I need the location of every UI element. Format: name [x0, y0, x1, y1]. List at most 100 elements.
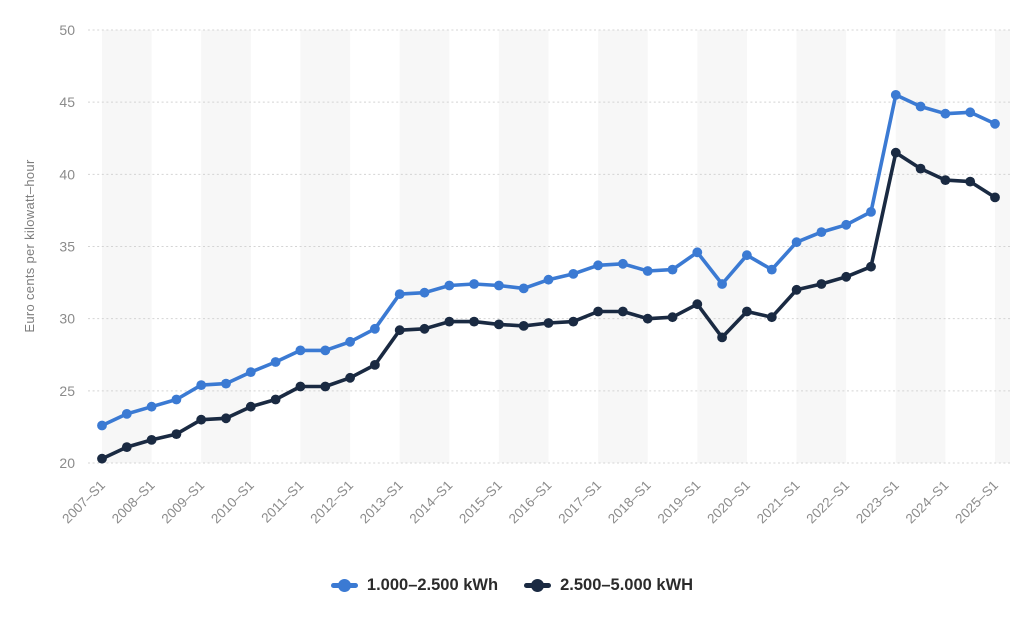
data-point[interactable] — [692, 299, 703, 310]
data-point[interactable] — [494, 280, 504, 291]
data-point[interactable] — [990, 192, 1000, 203]
data-point[interactable] — [370, 323, 380, 334]
data-point[interactable] — [394, 325, 405, 336]
data-point[interactable] — [816, 227, 827, 238]
data-point[interactable] — [121, 409, 132, 419]
year-band — [498, 30, 549, 463]
data-point[interactable] — [171, 394, 182, 405]
x-tick-label: 2023–S1 — [853, 478, 902, 527]
data-point[interactable] — [766, 312, 777, 323]
data-point[interactable] — [320, 345, 331, 356]
data-point[interactable] — [866, 207, 876, 217]
grid-lines — [88, 29, 1010, 464]
line-chart: 20 25 30 35 40 45 50 2007–S1 2008–S1 2009–S1 2010… — [22, 22, 1010, 527]
data-point[interactable] — [121, 442, 132, 452]
x-tick-label: 2009–S1 — [159, 478, 208, 527]
data-point[interactable] — [320, 381, 331, 392]
data-point[interactable] — [915, 101, 926, 112]
y-axis-title: Euro cents per kilowatt–hour — [22, 159, 37, 333]
data-point[interactable] — [444, 316, 455, 327]
y-tick-label: 30 — [59, 311, 75, 327]
legend-label: 2.500–5.000 kWH — [560, 576, 694, 594]
data-point[interactable] — [990, 118, 1000, 129]
y-tick-label: 45 — [59, 94, 75, 110]
data-point[interactable] — [642, 313, 653, 324]
data-point[interactable] — [146, 435, 157, 445]
data-point[interactable] — [717, 279, 727, 289]
data-point[interactable] — [593, 306, 603, 317]
data-point[interactable] — [791, 237, 802, 248]
x-tick-label: 2021–S1 — [754, 478, 803, 527]
data-point[interactable] — [618, 306, 628, 317]
data-point[interactable] — [543, 318, 554, 328]
data-point[interactable] — [444, 280, 455, 291]
data-point[interactable] — [196, 380, 207, 390]
data-point[interactable] — [965, 176, 976, 187]
data-point[interactable] — [270, 357, 281, 367]
data-point[interactable] — [543, 274, 554, 285]
data-point[interactable] — [494, 319, 504, 330]
data-point[interactable] — [146, 401, 157, 412]
data-point[interactable] — [742, 306, 752, 317]
line-marker-icon — [524, 579, 552, 593]
y-axis-ticks: 20 25 30 35 40 45 50 — [59, 22, 75, 471]
data-point[interactable] — [196, 414, 207, 425]
data-point[interactable] — [742, 250, 752, 261]
data-point[interactable] — [568, 269, 579, 279]
data-point[interactable] — [717, 332, 727, 343]
data-point[interactable] — [245, 367, 256, 377]
data-point[interactable] — [97, 420, 107, 431]
data-point[interactable] — [667, 312, 678, 323]
data-point[interactable] — [692, 247, 703, 258]
chart-area: 20 25 30 35 40 45 50 2007–S1 2008–S1 2009–S1 2010… — [22, 22, 1010, 527]
data-point[interactable] — [568, 316, 579, 327]
y-tick-label: 25 — [59, 383, 75, 399]
x-tick-label: 2016–S1 — [506, 478, 555, 527]
data-point[interactable] — [915, 163, 926, 174]
data-point[interactable] — [890, 147, 901, 158]
data-point[interactable] — [866, 261, 876, 272]
data-point[interactable] — [940, 175, 951, 186]
data-point[interactable] — [345, 336, 355, 347]
legend-item-band2[interactable]: 2.500–5.000 kWH — [524, 576, 693, 595]
data-point[interactable] — [345, 372, 355, 383]
x-tick-label: 2007–S1 — [59, 478, 108, 527]
data-point[interactable] — [419, 287, 430, 298]
data-point[interactable] — [791, 284, 802, 295]
data-point[interactable] — [518, 321, 529, 331]
data-point[interactable] — [469, 316, 479, 327]
x-tick-label: 2022–S1 — [803, 478, 852, 527]
data-point[interactable] — [171, 429, 182, 439]
data-point[interactable] — [766, 264, 777, 275]
data-point[interactable] — [841, 271, 852, 282]
data-point[interactable] — [816, 279, 827, 289]
x-tick-label: 2014–S1 — [407, 478, 456, 527]
legend-item-band1[interactable]: 1.000–2.500 kWh — [330, 576, 498, 595]
data-point[interactable] — [618, 258, 628, 269]
line-marker-icon — [330, 579, 358, 593]
x-tick-label: 2011–S1 — [258, 478, 306, 526]
data-point[interactable] — [667, 264, 678, 275]
data-point[interactable] — [419, 323, 430, 334]
data-point[interactable] — [270, 394, 281, 405]
data-point[interactable] — [890, 90, 901, 100]
data-point[interactable] — [221, 378, 231, 389]
data-point[interactable] — [370, 360, 380, 370]
data-point[interactable] — [940, 108, 951, 119]
data-point[interactable] — [593, 260, 603, 271]
data-point[interactable] — [245, 401, 256, 412]
data-point[interactable] — [394, 289, 405, 299]
x-tick-label: 2024–S1 — [903, 478, 952, 527]
x-tick-label: 2019–S1 — [655, 478, 704, 527]
data-point[interactable] — [469, 279, 479, 289]
data-point[interactable] — [295, 381, 306, 392]
data-point[interactable] — [97, 453, 107, 464]
data-point[interactable] — [642, 266, 653, 276]
data-point[interactable] — [295, 345, 306, 356]
y-tick-label: 35 — [59, 239, 75, 255]
chart-legend: 1.000–2.500 kWh 2.500–5.000 kWH — [0, 576, 1024, 595]
data-point[interactable] — [965, 107, 976, 118]
data-point[interactable] — [518, 283, 529, 294]
data-point[interactable] — [841, 219, 852, 230]
data-point[interactable] — [221, 413, 231, 424]
